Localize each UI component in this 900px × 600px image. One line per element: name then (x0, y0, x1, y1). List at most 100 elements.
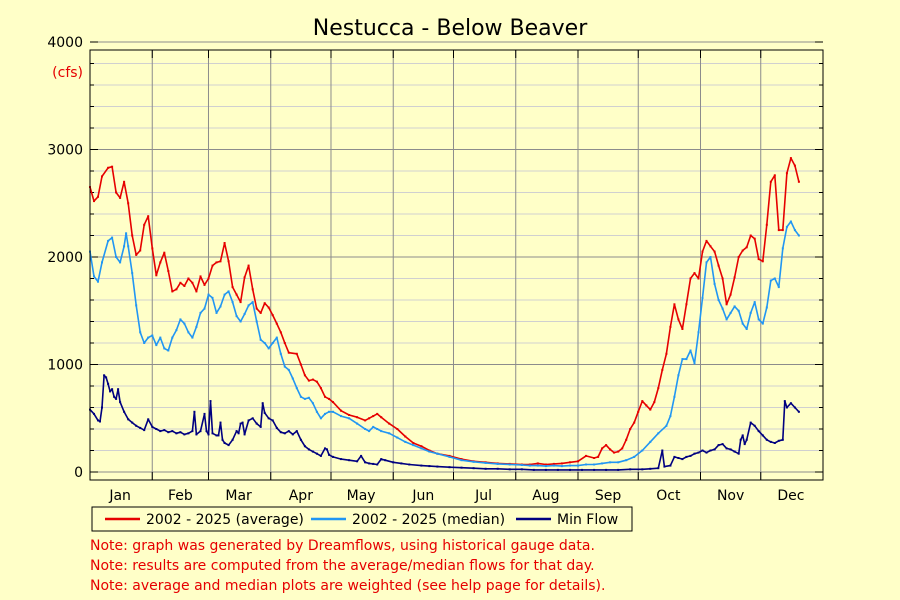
data-point (789, 220, 792, 223)
data-point (484, 467, 487, 470)
data-point (115, 191, 118, 194)
data-point (93, 275, 95, 278)
data-point (139, 331, 142, 334)
data-point (255, 307, 258, 310)
legend-box (91, 506, 633, 532)
data-point (303, 397, 306, 400)
data-point (739, 438, 742, 441)
data-point (167, 431, 170, 434)
data-point (356, 416, 359, 419)
data-point (745, 328, 748, 330)
data-point (677, 318, 680, 321)
data-point (368, 462, 371, 465)
y-tick-labels: 0 1000 2000 3000 4000 (47, 35, 83, 481)
data-point (685, 303, 688, 306)
data-point (235, 315, 238, 318)
data-point (299, 438, 302, 441)
data-point (319, 417, 322, 420)
data-point (581, 468, 583, 471)
data-point (777, 286, 780, 289)
data-point (99, 420, 101, 423)
data-point (783, 400, 786, 403)
data-point (259, 425, 262, 428)
data-point (127, 245, 130, 248)
data-point (291, 377, 294, 380)
data-point (93, 412, 95, 415)
data-point (681, 328, 684, 330)
data-point (159, 430, 162, 433)
data-point (195, 433, 198, 436)
data-point (307, 448, 310, 451)
data-point (187, 277, 190, 280)
note-2: Note: results are computed from the aver… (90, 558, 595, 574)
data-point (175, 288, 178, 291)
data-point (315, 410, 318, 413)
data-point (119, 196, 122, 199)
data-point (135, 424, 138, 427)
data-point (251, 288, 254, 291)
data-point (673, 455, 676, 458)
note-1: Note: graph was generated by Dreamflows,… (90, 538, 595, 554)
data-point (295, 387, 298, 390)
data-point (601, 447, 604, 450)
data-point (183, 322, 186, 325)
data-point (721, 307, 724, 310)
data-point (368, 417, 371, 420)
data-point (725, 303, 728, 306)
data-point (472, 460, 475, 463)
data-point (107, 166, 110, 169)
data-point (147, 336, 150, 339)
data-point (127, 202, 130, 205)
x-tick-label: Nov (717, 488, 744, 504)
data-point (725, 447, 728, 450)
data-point (380, 458, 383, 461)
data-point (729, 293, 732, 296)
data-point (577, 460, 579, 463)
data-point (163, 347, 166, 350)
data-point (326, 448, 328, 451)
data-point (420, 445, 423, 448)
data-point (617, 461, 620, 464)
data-point (773, 277, 776, 280)
data-point (484, 461, 487, 464)
data-point (448, 466, 451, 469)
data-point (757, 258, 760, 261)
data-point (167, 349, 170, 352)
data-point (428, 449, 431, 452)
data-point (179, 281, 182, 284)
data-point (111, 236, 114, 239)
data-point (797, 234, 800, 237)
data-point (205, 430, 208, 433)
data-point (139, 426, 142, 429)
data-point (263, 342, 266, 344)
data-point (107, 239, 110, 242)
x-tick-label: May (347, 488, 376, 504)
data-point (661, 368, 664, 371)
data-point (669, 415, 672, 418)
data-point (436, 452, 439, 455)
data-point (641, 449, 644, 452)
data-point (163, 429, 166, 432)
data-point (781, 438, 784, 441)
data-point (737, 256, 740, 258)
data-point (171, 336, 174, 339)
data-point (697, 451, 700, 454)
data-point (303, 374, 306, 377)
data-point (291, 433, 294, 436)
data-point (324, 447, 326, 450)
data-point (207, 277, 210, 280)
x-tick-label: Mar (225, 488, 252, 504)
data-point (207, 293, 210, 296)
data-point (255, 422, 258, 425)
data-point (793, 229, 796, 232)
data-point (239, 320, 242, 323)
data-point (307, 379, 310, 382)
data-point (223, 442, 226, 444)
data-point (311, 450, 314, 453)
data-point (215, 434, 218, 437)
data-point (324, 395, 326, 398)
data-point (311, 378, 314, 381)
data-point (460, 466, 463, 469)
data-point (211, 432, 214, 435)
data-point (255, 320, 258, 323)
